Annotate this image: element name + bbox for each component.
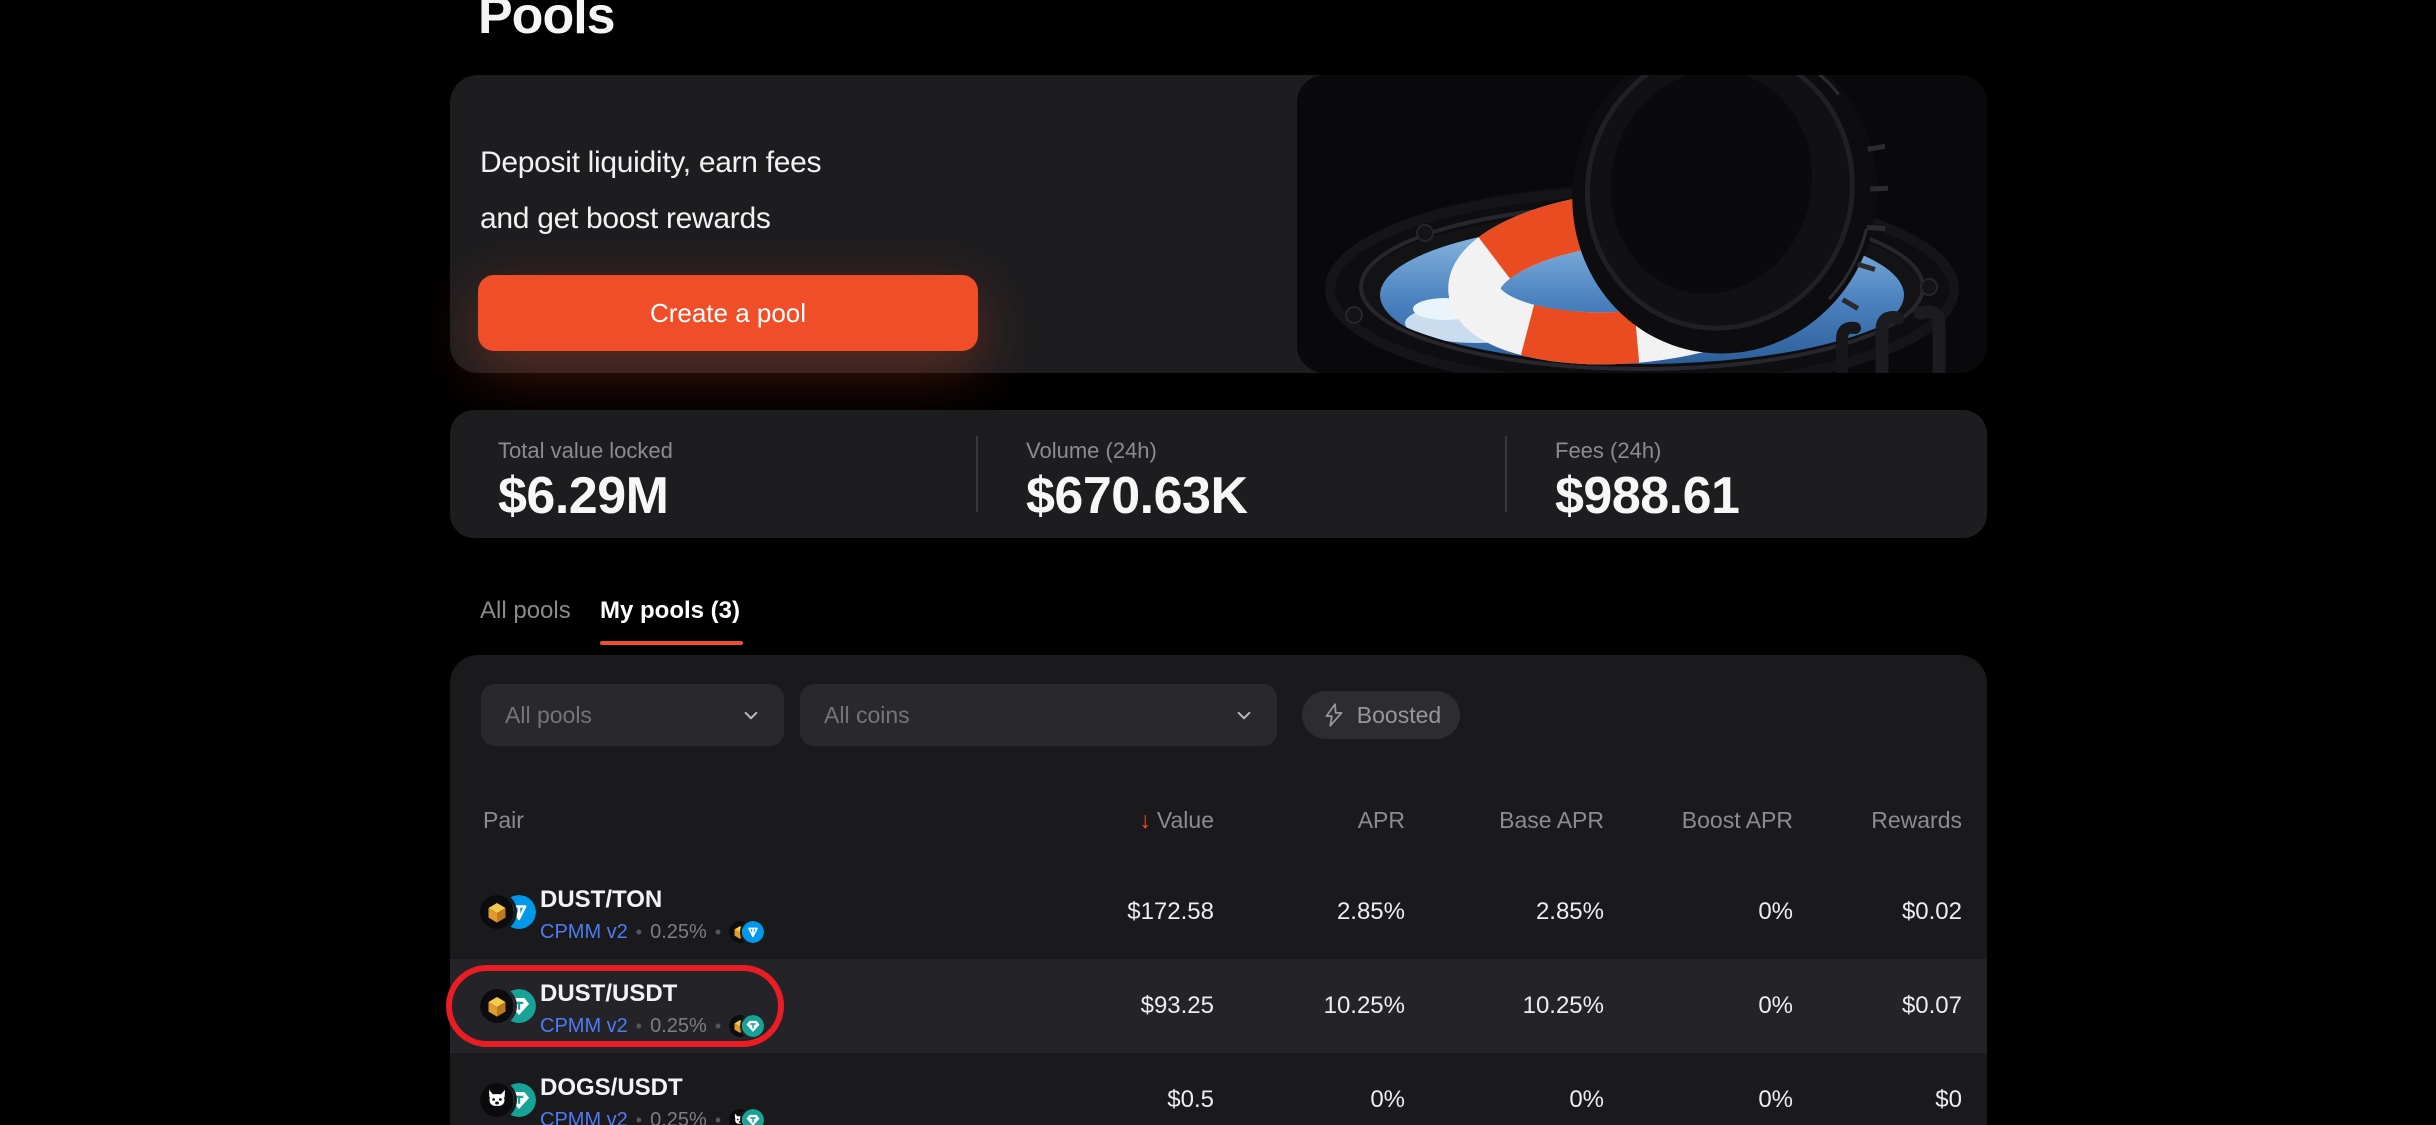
pools-panel: All pools All coins Boosted Pair ↓ Value … xyxy=(450,655,1987,1125)
banner-heading-line1: Deposit liquidity, earn fees xyxy=(480,146,822,179)
column-header-pair: Pair xyxy=(483,807,524,833)
pair-meta: CPMM v2 • 0.25% • xyxy=(540,920,766,944)
banner-heading: Deposit liquidity, earn fees and get boo… xyxy=(480,135,822,247)
stat-label: Total value locked xyxy=(498,438,673,463)
dust-token-icon xyxy=(480,895,514,929)
pair-meta: CPMM v2 • 0.25% • xyxy=(540,1014,766,1038)
separator-dot: • xyxy=(714,1109,722,1125)
barrel-lifebuoy-coin-art xyxy=(1297,75,1987,373)
amm-type-label: CPMM v2 xyxy=(540,920,628,943)
promo-banner: Deposit liquidity, earn fees and get boo… xyxy=(450,75,1987,373)
separator-dot: • xyxy=(635,1109,643,1125)
pair-name: DUST/TON xyxy=(540,886,663,913)
pool-row-dust-usdt[interactable]: DUST/USDT CPMM v2 • 0.25% • $93.25 10.25… xyxy=(450,959,1987,1053)
pair-meta: CPMM v2 • 0.25% • xyxy=(540,1108,766,1125)
stat-value: $6.29M xyxy=(498,467,669,525)
boosted-label: Boosted xyxy=(1356,701,1442,728)
pair-name: DOGS/USDT xyxy=(540,1074,683,1101)
page-title: Pools xyxy=(478,0,616,45)
fee-label: 0.25% xyxy=(650,1014,707,1037)
separator-dot: • xyxy=(714,1015,722,1036)
cell-boost-apr: 0% xyxy=(1758,1086,1793,1113)
dogs-token-icon xyxy=(480,1083,514,1117)
stats-divider xyxy=(976,436,978,512)
cell-value: $172.58 xyxy=(1127,898,1214,925)
chevron-down-icon xyxy=(1237,711,1251,720)
amm-type-label: CPMM v2 xyxy=(540,1108,628,1125)
cell-base-apr: 2.85% xyxy=(1535,898,1604,925)
cell-base-apr: 10.25% xyxy=(1522,992,1604,1019)
pair-name: DUST/USDT xyxy=(540,980,678,1007)
coin-filter-select[interactable]: All coins xyxy=(800,684,1277,746)
stat-value: $670.63K xyxy=(1026,467,1248,525)
create-pool-button[interactable]: Create a pool xyxy=(478,275,978,351)
stats-divider xyxy=(1505,436,1507,512)
separator-dot: • xyxy=(635,1015,643,1036)
pool-filter-value: All pools xyxy=(505,701,592,728)
reward-token-icons xyxy=(729,1109,766,1125)
active-tab-underline xyxy=(600,641,743,645)
column-header-boost-apr[interactable]: Boost APR xyxy=(1681,807,1793,833)
cell-base-apr: 0% xyxy=(1569,1086,1604,1113)
pool-filter-select[interactable]: All pools xyxy=(481,684,784,746)
separator-dot: • xyxy=(635,921,643,942)
pool-row-dogs-usdt[interactable]: DOGS/USDT CPMM v2 • 0.25% • $0.5 0% 0% 0… xyxy=(450,1053,1987,1125)
pool-hero-illustration xyxy=(1297,75,1987,373)
stats-bar: Total value locked $6.29M Volume (24h) $… xyxy=(450,410,1987,538)
cell-rewards: $0 xyxy=(1935,1086,1962,1113)
usdt-token-icon xyxy=(742,1109,764,1125)
column-header-value-label: Value xyxy=(1156,807,1214,833)
cell-boost-apr: 0% xyxy=(1758,992,1793,1019)
cell-rewards: $0.07 xyxy=(1901,992,1962,1019)
cell-value: $93.25 xyxy=(1140,992,1214,1019)
stat-value: $988.61 xyxy=(1555,467,1740,525)
dust-token-icon xyxy=(480,989,514,1023)
reward-token-icons xyxy=(729,921,766,943)
cell-value: $0.5 xyxy=(1167,1086,1214,1113)
fee-label: 0.25% xyxy=(650,1108,707,1125)
sort-desc-icon: ↓ xyxy=(1139,807,1151,833)
column-header-apr[interactable]: APR xyxy=(1357,807,1405,833)
pair-token-icons xyxy=(480,1081,540,1119)
usdt-token-icon xyxy=(742,1015,764,1037)
fee-label: 0.25% xyxy=(650,920,707,943)
tab-my-pools[interactable]: My pools (3) xyxy=(600,597,741,624)
cell-apr: 0% xyxy=(1370,1086,1405,1113)
pair-token-icons xyxy=(480,893,540,931)
cell-apr: 2.85% xyxy=(1336,898,1405,925)
boosted-filter-toggle[interactable]: Boosted xyxy=(1302,691,1460,739)
column-header-base-apr[interactable]: Base APR xyxy=(1499,807,1604,833)
reward-token-icons xyxy=(729,1015,766,1037)
cell-apr: 10.25% xyxy=(1323,992,1405,1019)
pool-row-dust-ton[interactable]: DUST/TON CPMM v2 • 0.25% • $172.58 2.85%… xyxy=(450,865,1987,959)
stat-label: Fees (24h) xyxy=(1555,438,1662,463)
banner-heading-line2: and get boost rewards xyxy=(480,202,771,235)
cell-boost-apr: 0% xyxy=(1758,898,1793,925)
coin-filter-value: All coins xyxy=(824,701,910,728)
separator-dot: • xyxy=(714,921,722,942)
pair-token-icons xyxy=(480,987,540,1025)
boost-bolt-icon xyxy=(1325,703,1343,727)
chevron-down-icon xyxy=(744,711,758,720)
cell-rewards: $0.02 xyxy=(1901,898,1962,925)
column-header-rewards[interactable]: Rewards xyxy=(1871,807,1962,833)
tab-all-pools[interactable]: All pools xyxy=(480,597,571,624)
amm-type-label: CPMM v2 xyxy=(540,1014,628,1037)
column-header-value[interactable]: ↓ Value xyxy=(1139,793,1214,847)
stat-label: Volume (24h) xyxy=(1026,438,1157,463)
ton-token-icon xyxy=(742,921,764,943)
